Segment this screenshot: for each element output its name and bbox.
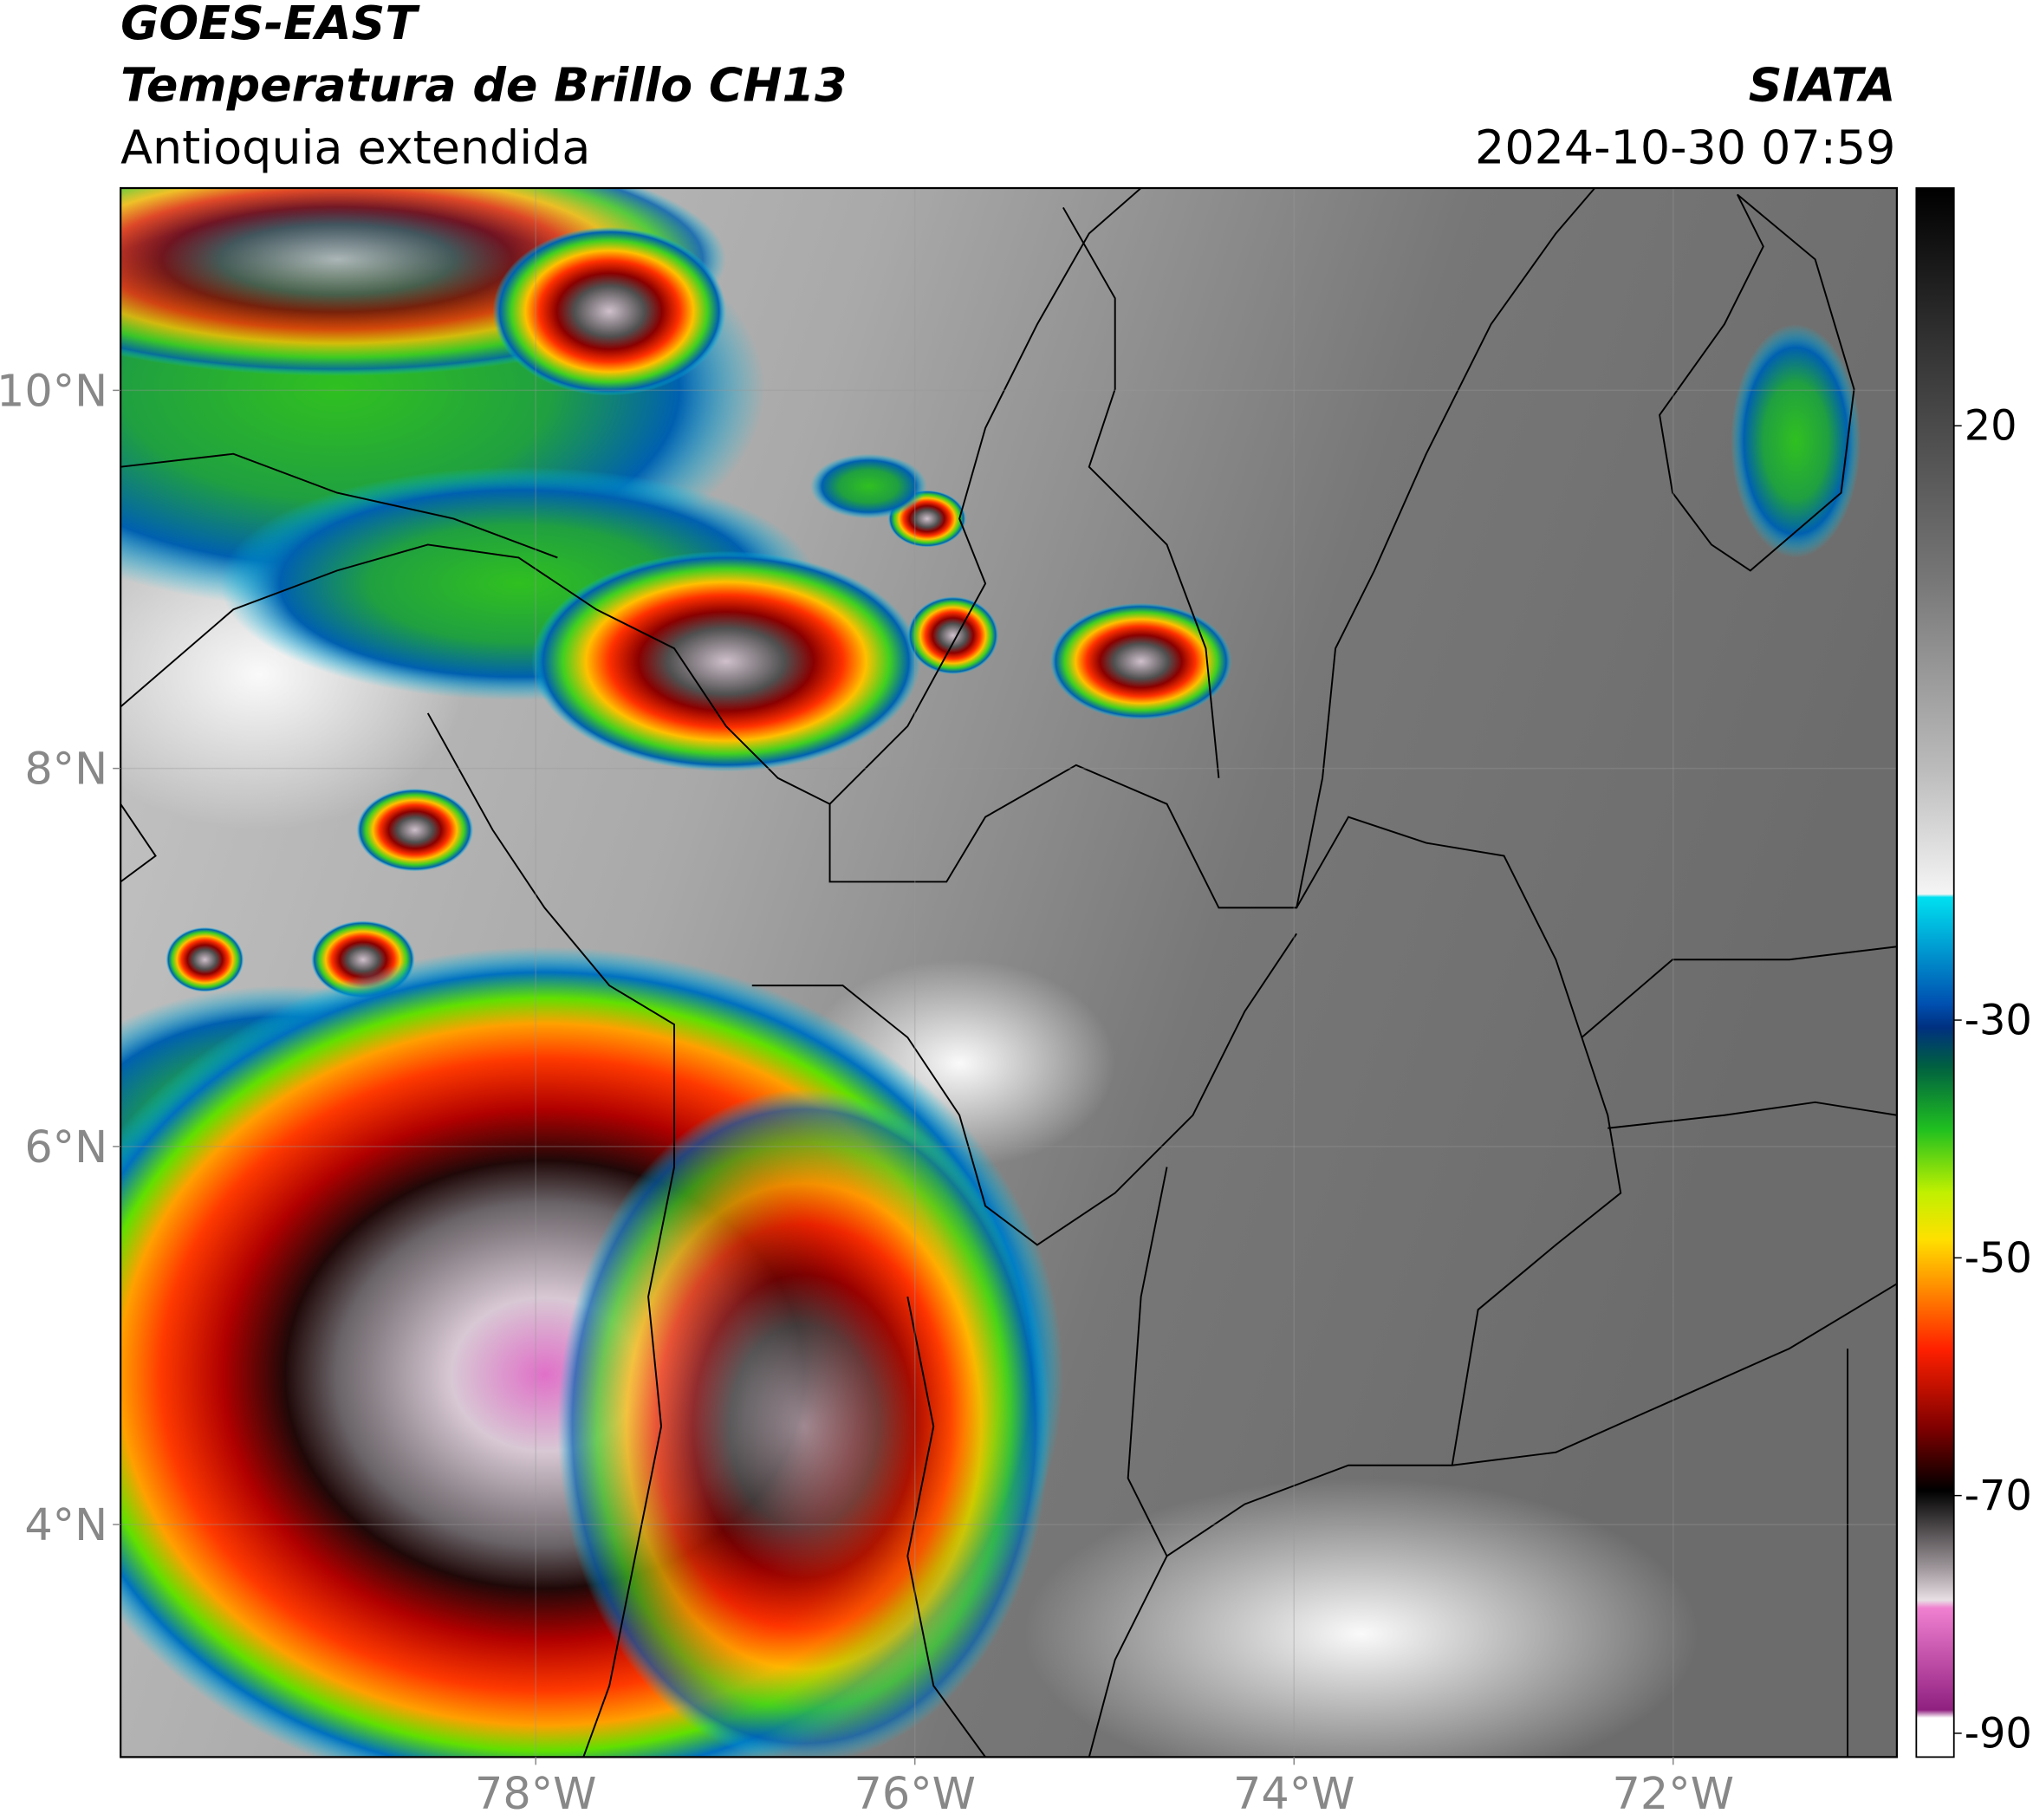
y-tick-label: 8°N bbox=[24, 744, 107, 795]
colorbar-label: -30 bbox=[1965, 998, 2032, 1045]
plot-frame bbox=[120, 186, 1899, 1758]
y-tick-label: 4°N bbox=[24, 1499, 107, 1550]
cloud-top bbox=[907, 596, 999, 675]
storm bbox=[557, 1089, 1050, 1758]
x-tick-label: 72°W bbox=[1613, 1768, 1734, 1819]
colorbar-label: -90 bbox=[1965, 1710, 2032, 1758]
colorbar-label: -70 bbox=[1965, 1472, 2032, 1520]
cloud-top bbox=[810, 453, 927, 519]
x-tick-label: 76°W bbox=[854, 1768, 976, 1819]
cloud-top bbox=[356, 788, 474, 872]
region: Antioquia extendida bbox=[120, 120, 590, 175]
subtitle: Temperatura de Brillo CH13 bbox=[120, 58, 847, 113]
imagery bbox=[120, 188, 1897, 1758]
cloud-top bbox=[1049, 602, 1232, 720]
colorbar-label: -50 bbox=[1965, 1235, 2032, 1283]
x-tick-label: 74°W bbox=[1233, 1768, 1354, 1819]
cloud-top bbox=[531, 550, 921, 772]
cloud-top bbox=[1731, 324, 1861, 558]
x-tick-label: 78°W bbox=[475, 1768, 596, 1819]
borders bbox=[120, 188, 1897, 1758]
source: SIATA bbox=[1749, 58, 1896, 113]
y-tick-label: 10°N bbox=[0, 365, 107, 416]
cloud bbox=[1024, 1478, 1698, 1758]
colorbar bbox=[1915, 187, 1955, 1758]
cloud-top bbox=[492, 226, 726, 396]
colorbar-label: 20 bbox=[1965, 403, 2017, 451]
cloud-top bbox=[166, 926, 244, 992]
title: GOES-EAST bbox=[120, 0, 420, 50]
timestamp: 2024-10-30 07:59 bbox=[1475, 120, 1895, 175]
y-tick-label: 6°N bbox=[24, 1121, 107, 1173]
